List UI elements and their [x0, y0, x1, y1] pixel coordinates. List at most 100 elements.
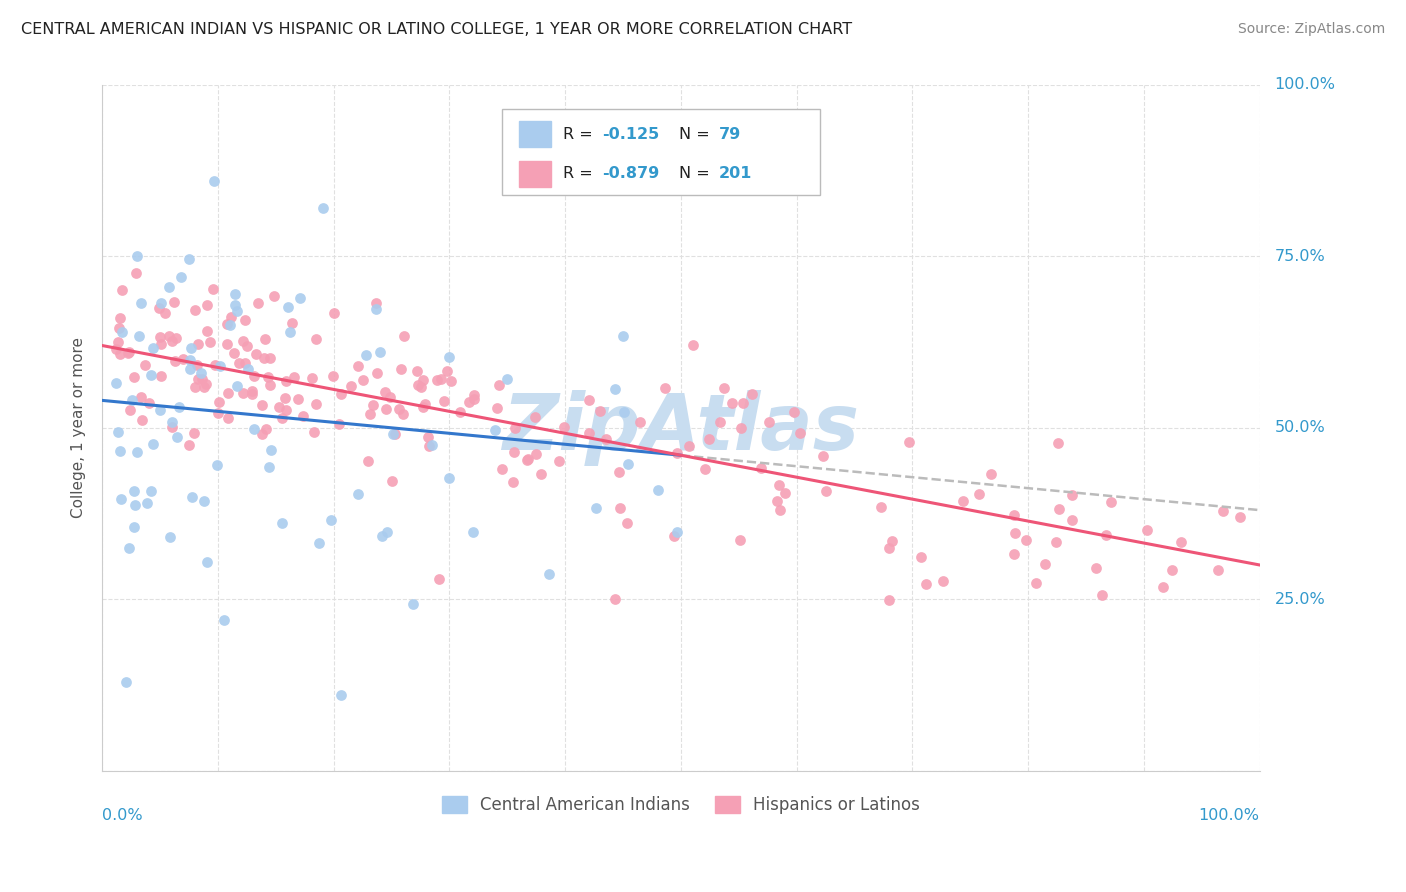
Point	[125, 444, 148, 458]
Point	[503, 421, 526, 435]
Point	[202, 174, 225, 188]
Point	[412, 400, 434, 414]
Point	[628, 415, 651, 429]
Point	[301, 371, 323, 385]
Point	[910, 550, 932, 565]
Point	[420, 437, 443, 451]
Point	[516, 453, 538, 467]
Point	[305, 397, 328, 411]
Point	[585, 501, 607, 516]
Point	[1152, 580, 1174, 594]
Point	[141, 436, 163, 450]
Point	[877, 541, 900, 555]
Point	[388, 401, 411, 416]
Point	[346, 486, 368, 500]
Point	[179, 353, 201, 368]
Point	[208, 359, 231, 373]
Point	[232, 386, 254, 401]
Point	[122, 520, 145, 534]
Point	[1047, 502, 1070, 516]
Point	[347, 359, 370, 373]
Point	[150, 296, 173, 310]
Point	[1212, 504, 1234, 518]
Point	[118, 345, 141, 359]
Point	[121, 393, 143, 408]
Point	[578, 392, 600, 407]
Point	[240, 384, 263, 398]
Point	[609, 501, 631, 516]
Point	[202, 282, 225, 296]
Point	[319, 513, 342, 527]
Point	[159, 530, 181, 544]
Point	[124, 370, 146, 384]
Point	[246, 296, 269, 310]
Point	[769, 502, 792, 516]
Point	[287, 392, 309, 406]
Point	[382, 427, 405, 442]
Point	[662, 529, 685, 543]
Point	[357, 454, 380, 468]
Point	[224, 286, 246, 301]
Point	[259, 377, 281, 392]
Point	[215, 317, 238, 331]
Legend: Central American Indians, Hispanics or Latinos: Central American Indians, Hispanics or L…	[441, 796, 920, 814]
Point	[915, 577, 938, 591]
Point	[308, 536, 330, 550]
Point	[516, 452, 538, 467]
Bar	[519, 121, 551, 147]
Text: N =: N =	[679, 167, 714, 181]
Point	[439, 471, 461, 485]
Text: -0.879: -0.879	[602, 167, 659, 181]
Point	[378, 390, 401, 404]
Point	[354, 348, 377, 362]
Point	[197, 324, 219, 338]
Point	[1033, 557, 1056, 571]
Point	[374, 402, 396, 417]
Point	[259, 351, 281, 365]
Point	[741, 387, 763, 401]
Point	[485, 401, 508, 416]
Point	[160, 416, 183, 430]
Point	[187, 336, 209, 351]
Point	[375, 524, 398, 539]
Text: CENTRAL AMERICAN INDIAN VS HISPANIC OR LATINO COLLEGE, 1 YEAR OR MORE CORRELATIO: CENTRAL AMERICAN INDIAN VS HISPANIC OR L…	[21, 22, 852, 37]
Point	[697, 432, 720, 446]
Point	[198, 334, 221, 349]
Point	[217, 385, 239, 400]
Point	[207, 406, 229, 420]
Point	[124, 498, 146, 512]
Point	[595, 432, 617, 446]
Point	[392, 328, 415, 343]
Point	[588, 403, 610, 417]
Point	[366, 296, 388, 310]
Point	[107, 321, 129, 335]
Point	[217, 411, 239, 425]
Point	[413, 397, 436, 411]
Point	[139, 483, 162, 498]
Text: 201: 201	[718, 167, 752, 181]
Point	[134, 358, 156, 372]
Point	[187, 372, 209, 386]
Point	[1060, 512, 1083, 526]
Point	[603, 592, 626, 607]
Point	[437, 350, 460, 364]
Point	[129, 296, 152, 310]
Point	[496, 371, 519, 385]
Point	[484, 423, 506, 437]
Point	[361, 399, 384, 413]
Point	[107, 425, 129, 439]
Point	[184, 380, 207, 394]
Point	[277, 300, 299, 314]
Point	[193, 380, 215, 394]
Point	[709, 415, 731, 429]
Point	[328, 417, 350, 432]
Point	[537, 566, 560, 581]
Text: 75.0%: 75.0%	[1275, 249, 1326, 264]
Point	[236, 361, 259, 376]
Point	[236, 339, 259, 353]
Point	[440, 374, 463, 388]
Point	[183, 426, 205, 441]
Point	[491, 462, 513, 476]
Point	[1099, 495, 1122, 509]
Point	[1002, 508, 1025, 523]
